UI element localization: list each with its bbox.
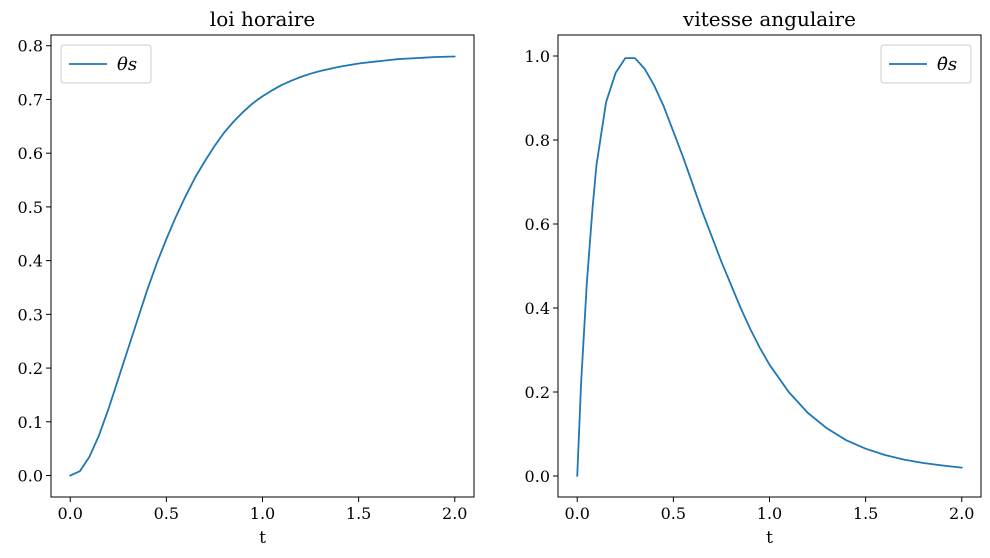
y-tick-label: 0.5 [18,198,43,217]
x-tick-label: 0.0 [565,504,590,523]
x-tick-label: 1.0 [250,504,275,523]
axes-frame [557,34,982,498]
x-tick-label: 2.0 [442,504,467,523]
x-tick-label: 1.5 [853,504,878,523]
y-tick-label: 0.4 [18,252,43,271]
series-line-1 [69,55,456,477]
y-tick-label: 0.2 [525,383,550,402]
x-tick-label: 2.0 [949,504,974,523]
y-tick-label: 1.0 [525,47,550,66]
x-axis-label: t [259,528,266,548]
y-tick-label: 0.2 [18,359,43,378]
y-tick-label: 0.0 [525,467,550,486]
y-tick-label: 0.0 [18,467,43,486]
y-tick-label: 0.3 [18,305,43,324]
y-tick-label: 0.6 [525,215,550,234]
x-tick-label: 0.5 [661,504,686,523]
y-tick-label: 0.7 [18,90,43,109]
chart-2: vitesse angulaire 0.0 0.5 1.0 1.5 2.0 0.0 0.2 0.… [525,7,982,548]
y-tick-label: 0.8 [525,131,550,150]
x-tick-label: 0.0 [58,504,83,523]
x-axis-label: t [766,528,773,548]
y-tick-label: 0.8 [18,37,43,56]
chart-title: vitesse angulaire [682,7,856,31]
x-tick-label: 1.0 [757,504,782,523]
y-tick-label: 0.1 [18,413,43,432]
chart-1: loi horaire 0.0 0.5 1.0 1.5 2.0 0.0 0.1 0.2 0.3 0.… [18,7,475,548]
legend-entry: θs [117,54,137,75]
y-tick-label: 0.4 [525,299,550,318]
x-tick-label: 0.5 [154,504,179,523]
legend: θs [60,44,152,84]
x-tick-label: 1.5 [346,504,371,523]
axes-frame [50,34,475,498]
chart-title: loi horaire [210,7,315,31]
series-line-1 [576,57,963,477]
legend-entry: θ̇s [937,54,957,75]
y-tick-label: 0.6 [18,144,43,163]
legend: θ̇s [880,44,972,84]
